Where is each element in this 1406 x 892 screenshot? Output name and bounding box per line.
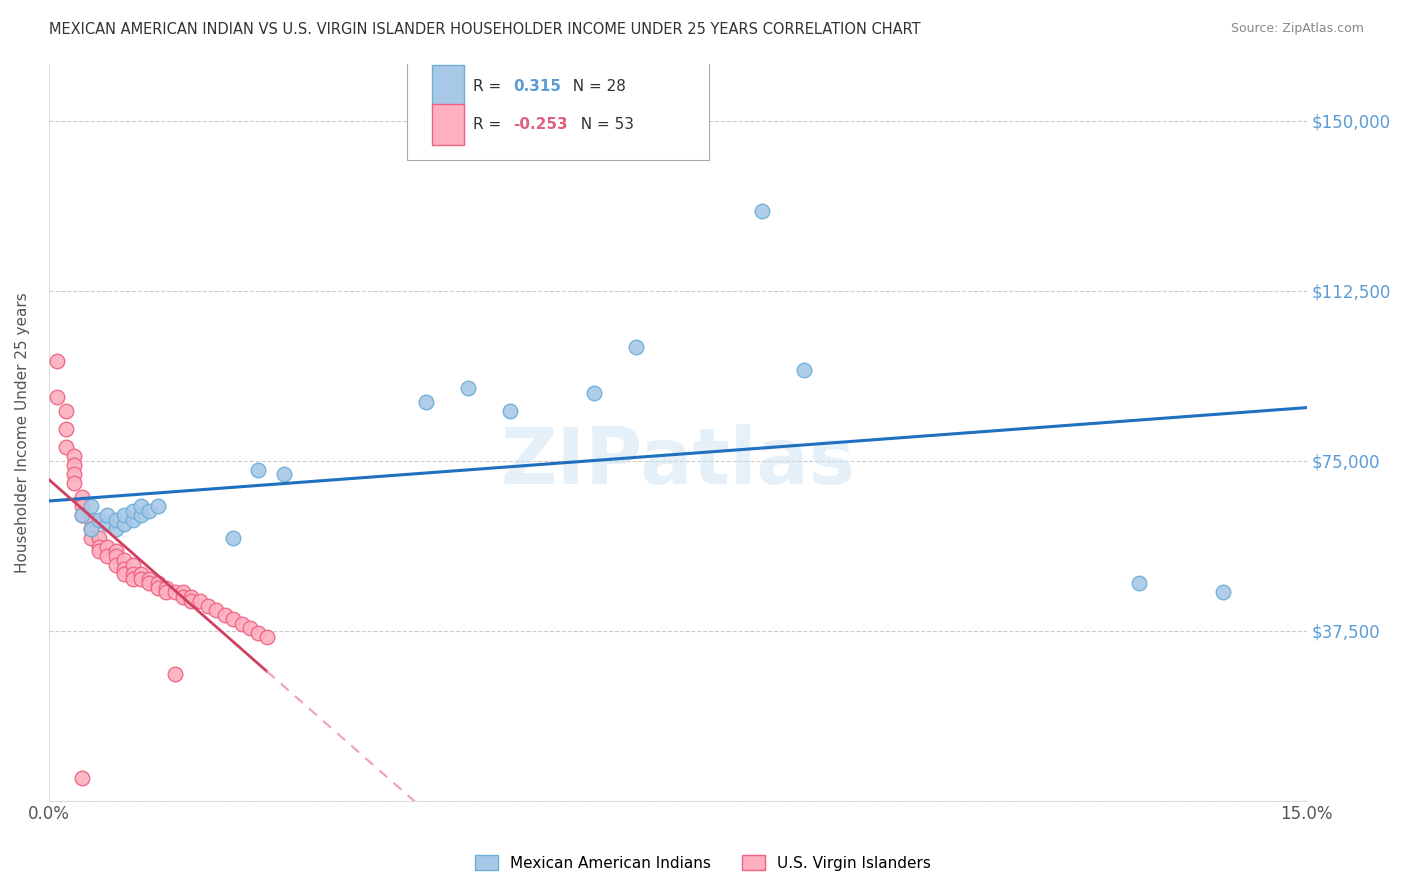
Point xyxy=(256,631,278,645)
Point xyxy=(87,513,110,527)
FancyBboxPatch shape xyxy=(433,65,464,106)
Point xyxy=(415,394,437,409)
Point xyxy=(104,522,127,536)
Point xyxy=(63,476,86,491)
Point xyxy=(188,594,211,608)
Point xyxy=(79,513,101,527)
Text: ZIPatlas: ZIPatlas xyxy=(501,424,855,500)
Point xyxy=(112,517,135,532)
Point xyxy=(582,385,605,400)
Point xyxy=(87,544,110,558)
Point xyxy=(1128,576,1150,591)
FancyBboxPatch shape xyxy=(433,104,464,145)
Point xyxy=(273,467,295,482)
Point xyxy=(222,531,245,545)
Point xyxy=(129,508,152,522)
Point xyxy=(121,572,143,586)
Point xyxy=(129,572,152,586)
Point xyxy=(55,422,77,436)
Point xyxy=(104,549,127,563)
Y-axis label: Householder Income Under 25 years: Householder Income Under 25 years xyxy=(15,292,30,573)
Text: R =: R = xyxy=(472,118,506,133)
Point xyxy=(87,531,110,545)
Point xyxy=(63,467,86,482)
Point xyxy=(63,458,86,473)
Point xyxy=(72,508,94,522)
Point xyxy=(121,566,143,581)
Point xyxy=(222,612,245,626)
Point xyxy=(138,503,160,517)
Point xyxy=(96,540,118,554)
Point xyxy=(138,572,160,586)
Point xyxy=(79,522,101,536)
Point xyxy=(46,390,69,404)
Point xyxy=(104,544,127,558)
Point xyxy=(205,603,228,617)
Point xyxy=(624,340,647,354)
Text: R =: R = xyxy=(472,78,506,94)
Point xyxy=(180,590,202,604)
Point xyxy=(129,499,152,513)
Point xyxy=(1212,585,1234,599)
Point xyxy=(121,558,143,572)
Point xyxy=(104,513,127,527)
Point xyxy=(146,499,169,513)
Point xyxy=(231,616,253,631)
Point xyxy=(79,499,101,513)
Point xyxy=(72,771,94,785)
Point xyxy=(72,490,94,504)
Point xyxy=(79,531,101,545)
Point xyxy=(163,666,186,681)
Text: N = 53: N = 53 xyxy=(571,118,634,133)
FancyBboxPatch shape xyxy=(408,61,709,160)
Point xyxy=(87,540,110,554)
Point xyxy=(247,463,270,477)
Point xyxy=(146,576,169,591)
Point xyxy=(112,566,135,581)
Point xyxy=(79,522,101,536)
Point xyxy=(163,585,186,599)
Text: N = 28: N = 28 xyxy=(564,78,626,94)
Point xyxy=(121,513,143,527)
Point xyxy=(499,404,522,418)
Point xyxy=(247,626,270,640)
Point xyxy=(104,558,127,572)
Point xyxy=(112,508,135,522)
Point xyxy=(121,503,143,517)
Text: Source: ZipAtlas.com: Source: ZipAtlas.com xyxy=(1230,22,1364,36)
Point xyxy=(197,599,219,613)
Point xyxy=(96,549,118,563)
Point xyxy=(155,581,177,595)
Point xyxy=(112,562,135,576)
Point xyxy=(793,363,815,377)
Point xyxy=(63,449,86,463)
Point xyxy=(138,576,160,591)
Point xyxy=(96,508,118,522)
Point xyxy=(172,585,194,599)
Legend: Mexican American Indians, U.S. Virgin Islanders: Mexican American Indians, U.S. Virgin Is… xyxy=(465,846,941,880)
Point xyxy=(55,404,77,418)
Point xyxy=(72,508,94,522)
Point xyxy=(214,607,236,622)
Text: -0.253: -0.253 xyxy=(513,118,568,133)
Point xyxy=(172,590,194,604)
Point xyxy=(112,553,135,567)
Point xyxy=(72,499,94,513)
Point xyxy=(146,581,169,595)
Point xyxy=(96,517,118,532)
Point xyxy=(180,594,202,608)
Point xyxy=(155,585,177,599)
Point xyxy=(55,440,77,454)
Point xyxy=(751,204,773,219)
Point xyxy=(457,381,479,395)
Text: MEXICAN AMERICAN INDIAN VS U.S. VIRGIN ISLANDER HOUSEHOLDER INCOME UNDER 25 YEAR: MEXICAN AMERICAN INDIAN VS U.S. VIRGIN I… xyxy=(49,22,921,37)
Point xyxy=(129,566,152,581)
Text: 0.315: 0.315 xyxy=(513,78,561,94)
Point xyxy=(239,621,262,635)
Point xyxy=(46,354,69,368)
